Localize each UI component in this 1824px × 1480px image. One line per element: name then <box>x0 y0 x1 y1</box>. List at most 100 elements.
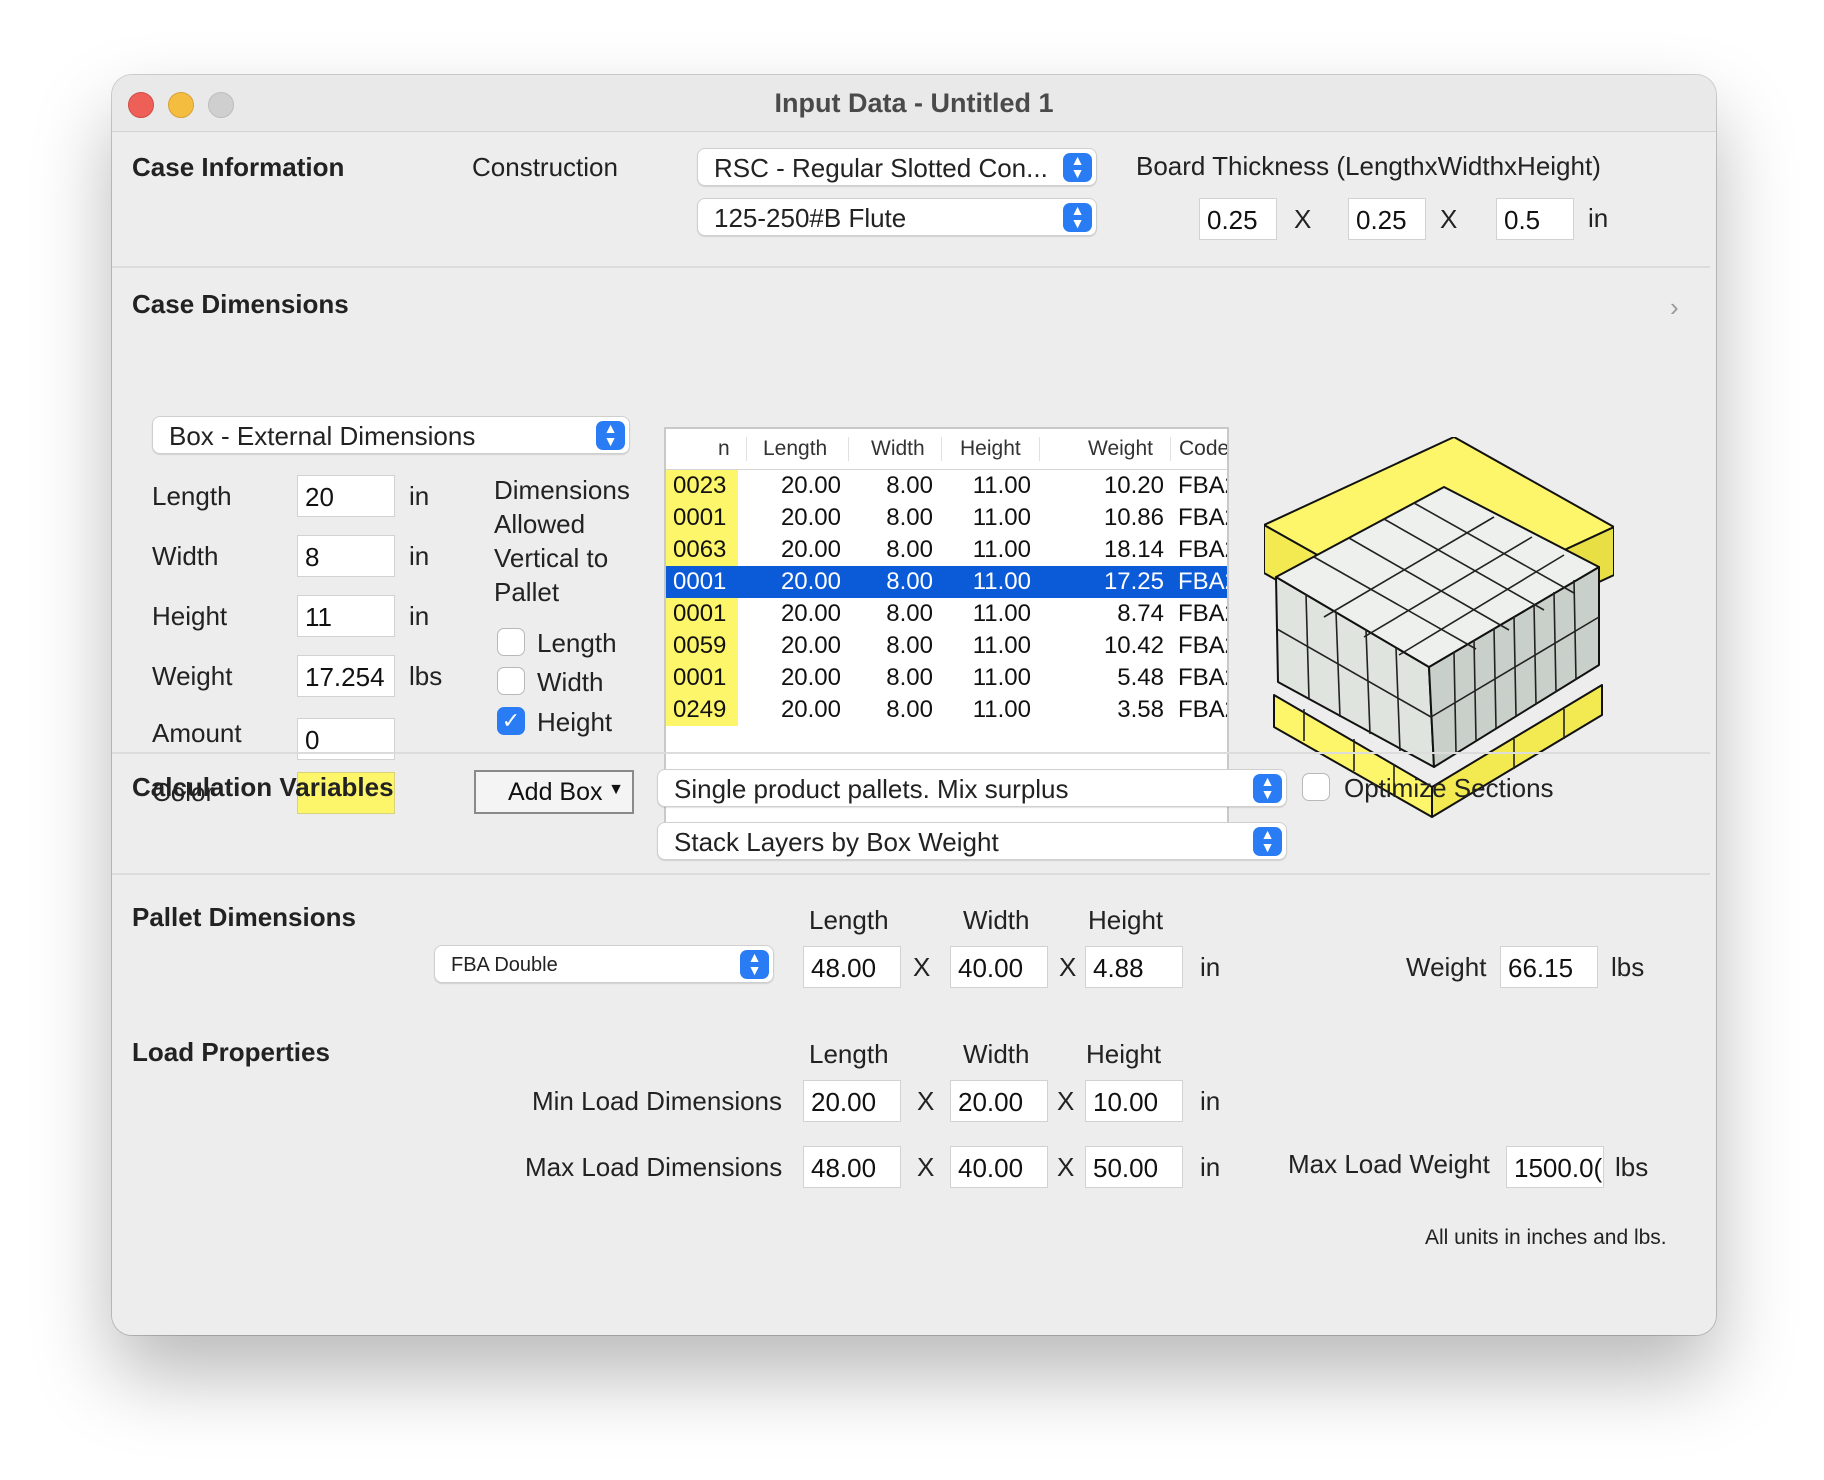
window-title: Input Data - Untitled 1 <box>774 88 1054 118</box>
min-load-height-field[interactable]: 10.00 <box>1085 1080 1183 1122</box>
minimize-window-button[interactable] <box>168 92 194 118</box>
allow-width-label: Width <box>537 667 604 697</box>
board-thickness-height-field[interactable]: 0.5 <box>1496 198 1574 240</box>
min-load-dimensions-label: Min Load Dimensions <box>532 1086 783 1116</box>
pallet-height-field[interactable]: 4.88 <box>1085 946 1183 988</box>
length-unit: in <box>409 481 430 511</box>
load-height-header: Height <box>1086 1039 1162 1069</box>
close-window-button[interactable] <box>128 92 154 118</box>
chevron-updown-icon: ▲ ▼ <box>1063 203 1092 232</box>
color-label: Color <box>152 777 215 807</box>
title-bar: Input Data - Untitled 1 <box>112 75 1716 132</box>
max-load-height-field[interactable]: 50.00 <box>1085 1146 1183 1188</box>
table-row[interactable]: 0023 20.00 8.00 11.00 10.20 FBA20811 . <box>666 470 1227 502</box>
width-field[interactable]: 8 <box>297 535 395 577</box>
width-unit: in <box>409 541 430 571</box>
color-swatch[interactable] <box>297 772 395 814</box>
pallet-width-field[interactable]: 40.00 <box>950 946 1048 988</box>
max-load-weight-label: Max Load Weight <box>1288 1149 1490 1179</box>
column-header-n[interactable]: n <box>718 437 730 460</box>
cell-length: 20.00 <box>780 696 841 723</box>
pallet-weight-label: Weight <box>1406 952 1487 982</box>
board-thickness-label: Board Thickness (LengthxWidthxHeight) <box>1136 151 1601 181</box>
dimensions-allowed-label-3: Vertical to <box>494 543 609 573</box>
column-header-width[interactable]: Width <box>848 437 925 461</box>
cell-n: 0063 <box>666 534 738 566</box>
max-load-length-field[interactable]: 48.00 <box>803 1146 901 1188</box>
allow-length-checkbox[interactable] <box>497 628 525 656</box>
board-thickness-width-field[interactable]: 0.25 <box>1348 198 1426 240</box>
allow-length-label: Length <box>537 628 617 658</box>
table-row[interactable]: 0001 20.00 8.00 11.00 5.48 FBA20811 . <box>666 662 1227 694</box>
cell-length: 20.00 <box>780 568 841 595</box>
pallet-length-field[interactable]: 48.00 <box>803 946 901 988</box>
cell-length: 20.00 <box>780 664 841 691</box>
min-load-width-field[interactable]: 20.00 <box>950 1080 1048 1122</box>
times-label: X <box>1059 952 1077 982</box>
flute-popup[interactable]: 125-250#B Flute ▲ ▼ <box>697 198 1097 236</box>
dimension-mode-value: Box - External Dimensions <box>169 421 476 451</box>
pallet-weight-field[interactable]: 66.15 <box>1500 946 1598 988</box>
table-row[interactable]: 0063 20.00 8.00 11.00 18.14 FBA20811 . <box>666 534 1227 566</box>
zoom-window-button[interactable] <box>208 92 234 118</box>
stack-layers-popup[interactable]: Stack Layers by Box Weight ▲ ▼ <box>657 822 1287 860</box>
cell-width: 8.00 <box>886 600 933 627</box>
load-properties-heading: Load Properties <box>132 1037 330 1067</box>
pallet-mix-popup[interactable]: Single product pallets. Mix surplus ▲ ▼ <box>657 769 1287 807</box>
table-row[interactable]: 0249 20.00 8.00 11.00 3.58 FBA20811 6 <box>666 694 1227 726</box>
table-header: n Length Width Height Weight Code <box>666 429 1227 470</box>
optimize-sections-checkbox[interactable] <box>1302 773 1330 801</box>
cell-weight: 18.14 <box>1103 536 1164 563</box>
board-thickness-length-field[interactable]: 0.25 <box>1199 198 1277 240</box>
table-row[interactable]: 0001 20.00 8.00 11.00 10.86 FBA20811 . <box>666 502 1227 534</box>
dimensions-allowed-label-1: Dimensions <box>494 475 630 505</box>
table-row[interactable]: 0001 20.00 8.00 11.00 17.25 FBA20811 5 <box>666 566 1227 598</box>
cell-height: 11.00 <box>972 664 1031 691</box>
cell-height: 11.00 <box>972 600 1031 627</box>
dimensions-allowed-label-4: Pallet <box>494 577 560 607</box>
amount-label: Amount <box>152 718 242 748</box>
chevron-right-icon[interactable]: › <box>1670 292 1679 322</box>
column-header-code[interactable]: Code <box>1170 437 1227 461</box>
table-row[interactable]: 0059 20.00 8.00 11.00 10.42 FBA20811 . <box>666 630 1227 662</box>
allow-width-checkbox[interactable] <box>497 667 525 695</box>
cell-height: 11.00 <box>972 472 1031 499</box>
section-divider <box>112 752 1710 754</box>
cell-length: 20.00 <box>780 536 841 563</box>
cell-width: 8.00 <box>886 536 933 563</box>
cell-width: 8.00 <box>886 504 933 531</box>
dimension-mode-popup[interactable]: Box - External Dimensions ▲ ▼ <box>152 416 630 454</box>
max-load-weight-field[interactable]: 1500.0( <box>1506 1146 1604 1188</box>
chevron-updown-icon: ▲ ▼ <box>740 950 769 979</box>
weight-field[interactable]: 17.254 <box>297 655 395 697</box>
times-label: X <box>1057 1086 1075 1116</box>
cell-width: 8.00 <box>886 696 933 723</box>
allow-height-label: Height <box>537 707 613 737</box>
construction-popup[interactable]: RSC - Regular Slotted Con... ▲ ▼ <box>697 148 1097 186</box>
height-unit: in <box>409 601 430 631</box>
unit-label: in <box>1200 952 1221 982</box>
pallet-type-popup[interactable]: FBA Double ▲ ▼ <box>434 945 774 983</box>
pallet-dimensions-heading: Pallet Dimensions <box>132 902 356 932</box>
add-box-button[interactable]: Add Box ▼ <box>474 770 634 814</box>
cell-length: 20.00 <box>780 632 841 659</box>
column-header-length[interactable]: Length <box>746 437 827 461</box>
max-load-width-field[interactable]: 40.00 <box>950 1146 1048 1188</box>
chevron-updown-icon: ▲ ▼ <box>1063 153 1092 182</box>
cell-weight: 8.74 <box>1117 600 1164 627</box>
allow-height-checkbox[interactable]: ✓ <box>497 707 525 735</box>
chevron-updown-icon: ▲ ▼ <box>1253 827 1282 856</box>
cell-weight: 10.20 <box>1103 472 1164 499</box>
calculation-variables-heading: Calculation Variables <box>132 772 394 802</box>
table-row[interactable]: 0001 20.00 8.00 11.00 8.74 FBA20811 . <box>666 598 1227 630</box>
min-load-length-field[interactable]: 20.00 <box>803 1080 901 1122</box>
length-field[interactable]: 20 <box>297 475 395 517</box>
units-note: All units in inches and lbs. <box>1425 1226 1667 1249</box>
unit-label: in <box>1200 1086 1221 1116</box>
column-header-height[interactable]: Height <box>941 437 1021 461</box>
column-header-weight[interactable]: Weight <box>1039 437 1153 461</box>
times-label: X <box>913 952 931 982</box>
height-field[interactable]: 11 <box>297 595 395 637</box>
cell-code: FBA20811 6 <box>1178 696 1227 723</box>
section-divider <box>112 266 1710 268</box>
